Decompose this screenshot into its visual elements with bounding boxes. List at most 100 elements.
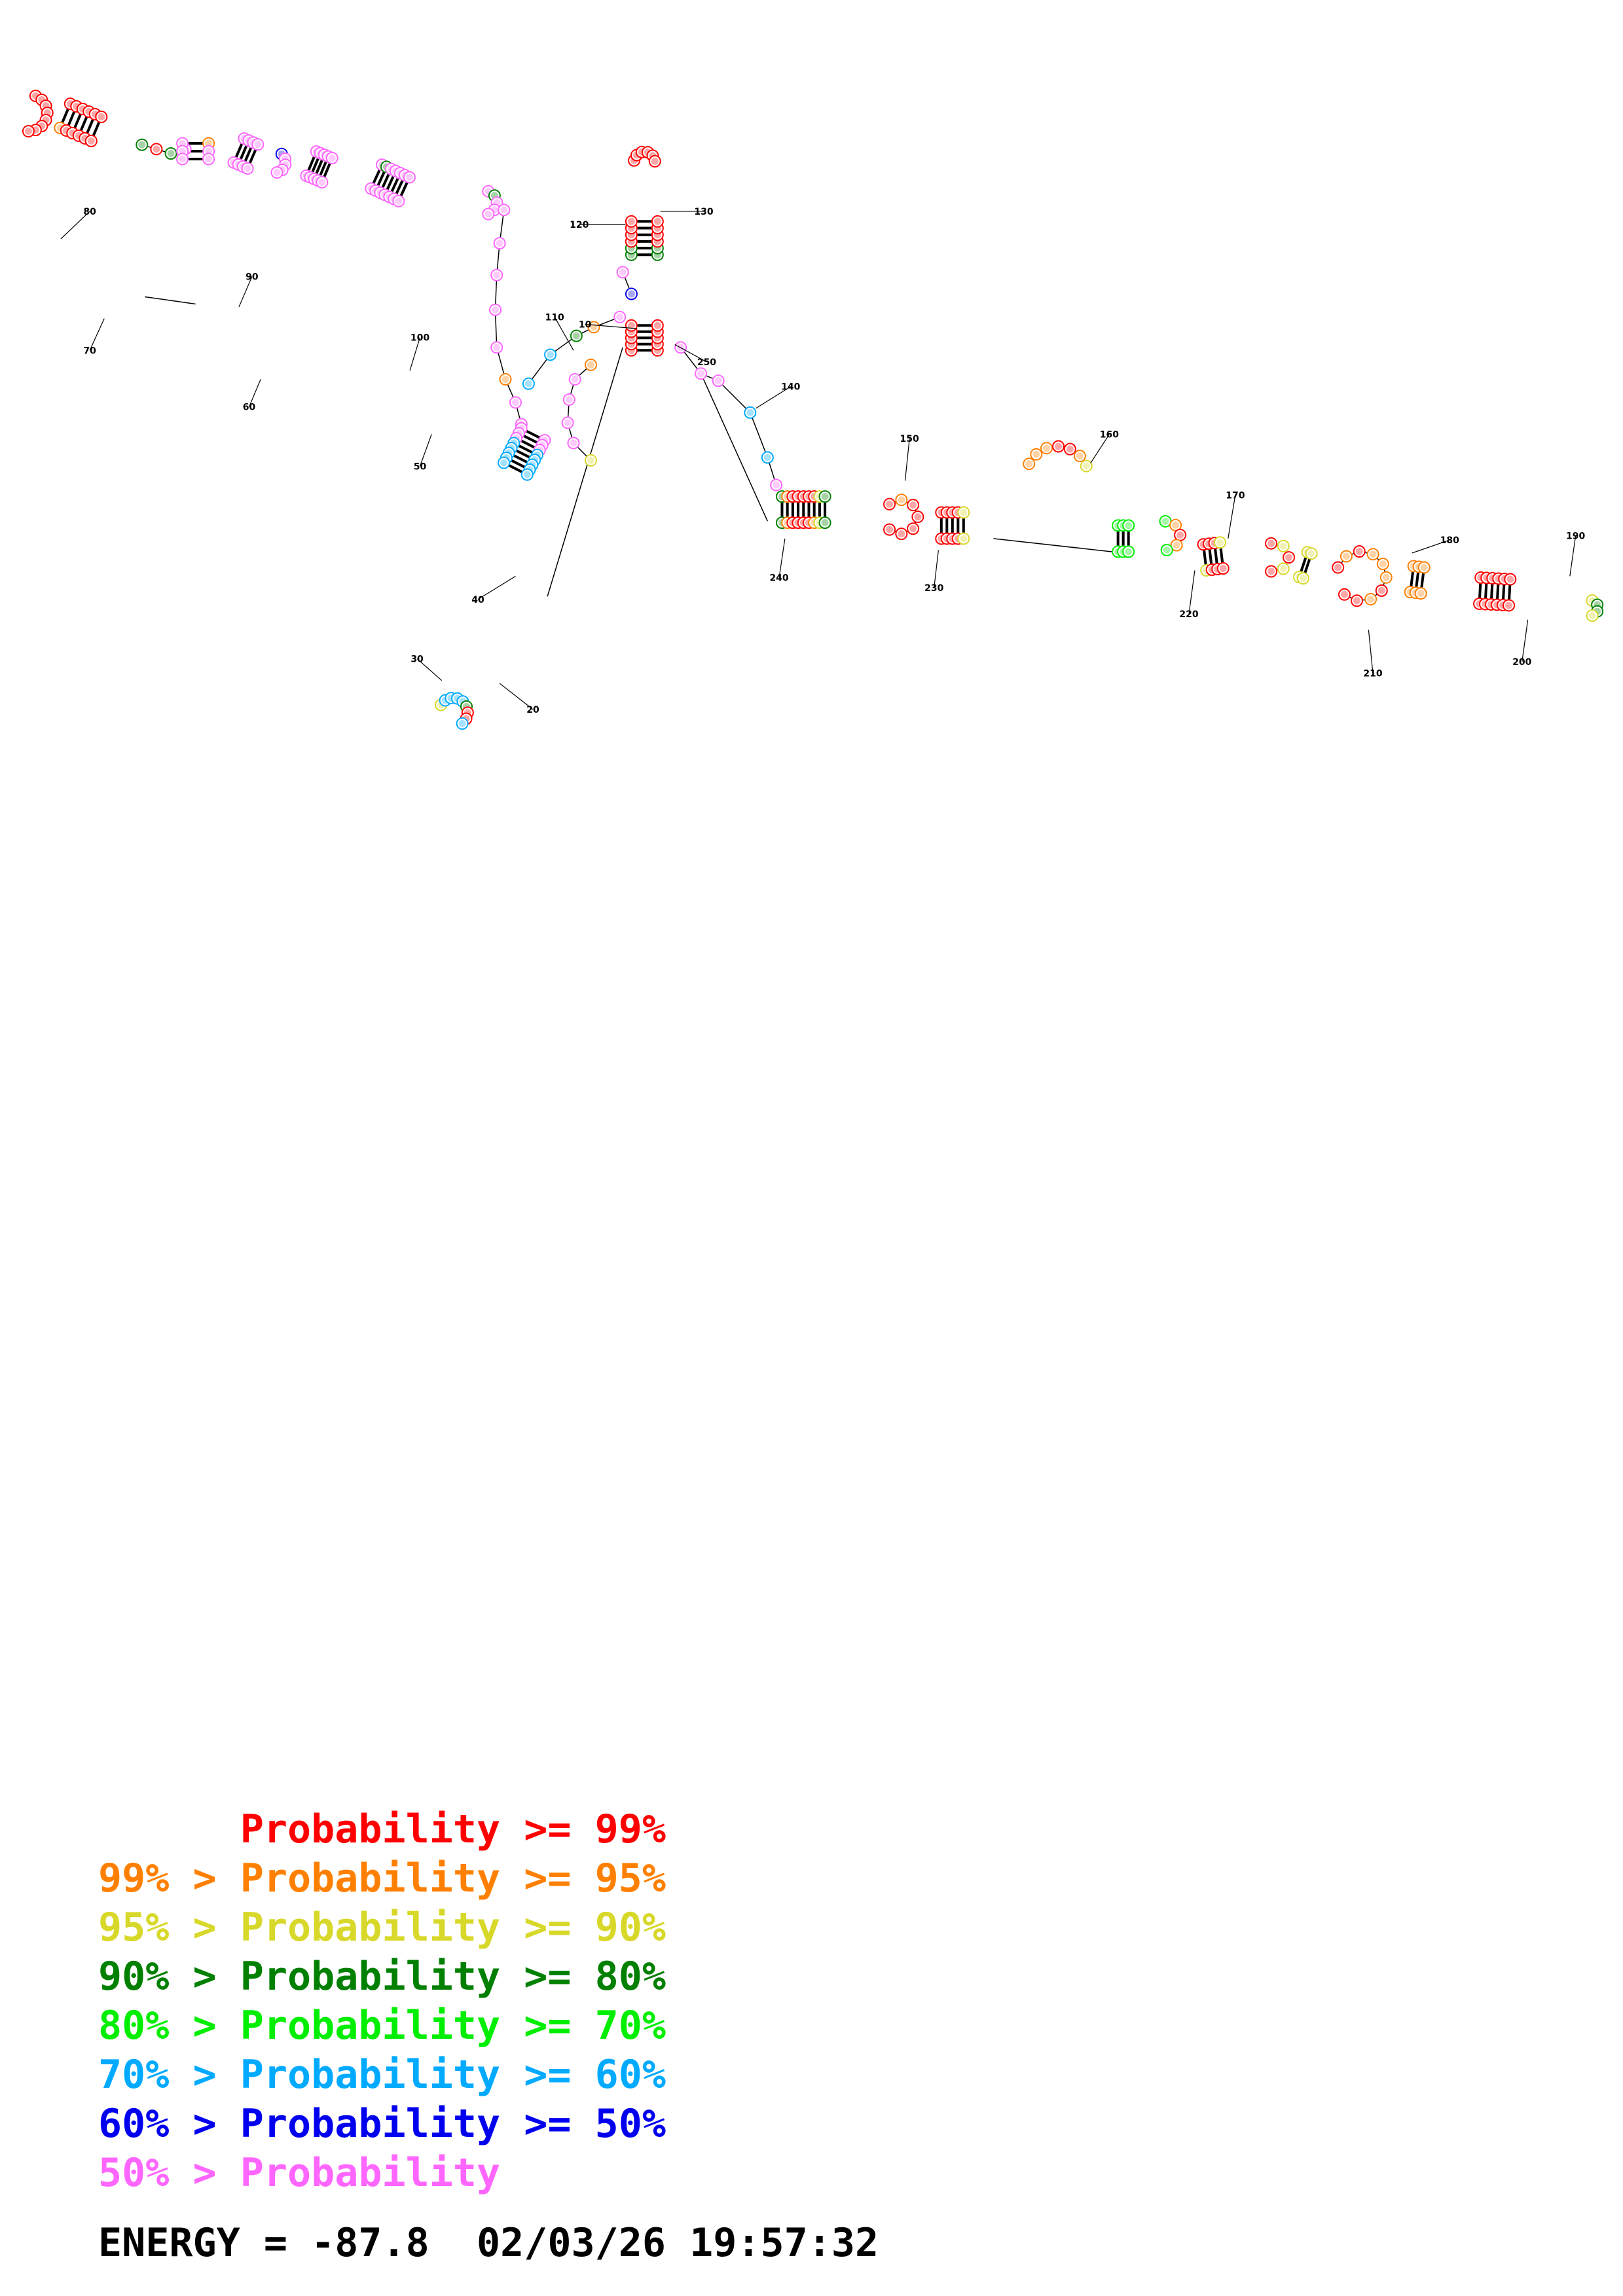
nucleotide-fill — [318, 178, 326, 186]
energy-time: 19:57:32 — [689, 2220, 879, 2266]
nucleotide — [761, 451, 774, 464]
nucleotide-fill — [653, 321, 661, 329]
position-label: 110 — [545, 312, 564, 323]
nucleotide-fill — [1382, 573, 1390, 581]
nucleotide — [568, 373, 581, 386]
nucleotide-fill — [763, 454, 771, 461]
nucleotide — [818, 516, 831, 529]
nucleotide-fill — [1334, 564, 1342, 571]
nucleotide — [957, 532, 970, 545]
nucleotide — [1417, 561, 1431, 574]
nucleotide-fill — [1125, 522, 1133, 529]
nucleotide — [1122, 545, 1135, 558]
nucleotide-fill — [1340, 590, 1348, 598]
nucleotide-fill — [1506, 575, 1514, 583]
nucleotide-fill — [1588, 612, 1596, 620]
energy-value: -87.8 — [311, 2220, 429, 2266]
nucleotide — [907, 522, 920, 535]
label-leader — [1569, 535, 1577, 577]
nucleotide-fill — [1267, 567, 1275, 575]
nucleotide — [651, 215, 664, 228]
nucleotide — [1366, 548, 1379, 561]
nucleotide — [1379, 571, 1393, 584]
nucleotide-fill — [619, 268, 627, 276]
label-leader — [499, 683, 534, 710]
nucleotide-fill — [1055, 442, 1063, 450]
nucleotide-fill — [395, 197, 403, 205]
legend-label: Probability — [240, 2150, 501, 2196]
nucleotide — [84, 134, 98, 147]
nucleotide — [770, 478, 783, 492]
nucleotide-fill — [653, 217, 661, 225]
legend-entry: 60% > Probability >= 50% — [98, 2100, 666, 2149]
nucleotide — [567, 437, 580, 450]
nucleotide — [907, 499, 920, 512]
position-label: 80 — [83, 207, 96, 217]
nucleotide-fill — [1367, 596, 1375, 603]
label-leader — [409, 337, 421, 371]
nucleotide — [1338, 588, 1351, 601]
legend-label: Probability >= 60% — [240, 2052, 666, 2098]
nucleotide — [712, 374, 725, 387]
nucleotide-fill — [1216, 539, 1224, 547]
nucleotide — [1296, 572, 1309, 585]
legend-label: Probability >= 50% — [240, 2101, 666, 2147]
nucleotide-fill — [328, 154, 336, 162]
nucleotide — [1283, 551, 1296, 564]
nucleotide — [1073, 450, 1086, 463]
nucleotide — [1277, 539, 1290, 552]
label-leader — [674, 344, 707, 363]
legend-prefix: 95% > — [98, 1905, 240, 1950]
label-leader — [1090, 434, 1110, 464]
nucleotide-circles — [22, 89, 1604, 730]
probability-legend: Probability >= 99% 99% > Probability >= 9… — [98, 1805, 666, 2198]
nucleotide — [1305, 547, 1318, 560]
legend-label: Probability >= 90% — [240, 1905, 666, 1950]
nucleotide — [695, 367, 708, 380]
label-leader — [778, 538, 786, 578]
nucleotide-fill — [697, 370, 705, 378]
nucleotide — [544, 348, 557, 361]
position-label: 240 — [769, 573, 788, 584]
nucleotide-fill — [1161, 517, 1169, 525]
nucleotide-fill — [484, 210, 492, 218]
nucleotide — [490, 341, 503, 354]
legend-prefix: 50% > — [98, 2150, 240, 2196]
energy-line: ENERGY = -87.8 02/03/26 19:57:32 — [98, 2220, 879, 2266]
nucleotide-fill — [1173, 541, 1180, 549]
nucleotide-fill — [1025, 460, 1033, 468]
nucleotide-fill — [1505, 601, 1513, 609]
legend-prefix — [98, 1806, 240, 1852]
nucleotide-fill — [1082, 462, 1090, 470]
position-label: 190 — [1566, 531, 1585, 541]
position-label: 200 — [1512, 657, 1531, 668]
nucleotide — [625, 287, 638, 300]
position-label: 120 — [570, 220, 589, 230]
label-leader — [1522, 619, 1529, 662]
backbone-lines — [28, 95, 1598, 725]
nucleotide — [1063, 442, 1076, 456]
nucleotide — [499, 373, 512, 386]
nucleotide — [1122, 519, 1135, 532]
backbone-segment — [494, 310, 498, 348]
nucleotide — [651, 319, 664, 332]
nucleotide — [202, 152, 215, 166]
label-leader — [416, 658, 443, 681]
nucleotide-fill — [98, 113, 105, 121]
nucleotide-fill — [24, 128, 32, 135]
nucleotide — [316, 175, 329, 188]
nucleotide-fill — [501, 376, 509, 384]
nucleotide-fill — [1279, 565, 1287, 573]
position-label: 180 — [1440, 535, 1459, 546]
nucleotide — [1414, 587, 1427, 600]
nucleotide-fill — [205, 139, 213, 147]
nucleotide — [818, 490, 831, 503]
nucleotide-fill — [1279, 542, 1287, 550]
nucleotide — [325, 151, 338, 164]
nucleotide — [1375, 584, 1388, 597]
nucleotide — [1030, 448, 1043, 461]
nucleotide-fill — [1267, 539, 1275, 547]
nucleotide-fill — [1377, 586, 1385, 594]
nucleotide-fill — [138, 141, 146, 149]
nucleotide — [136, 138, 149, 151]
